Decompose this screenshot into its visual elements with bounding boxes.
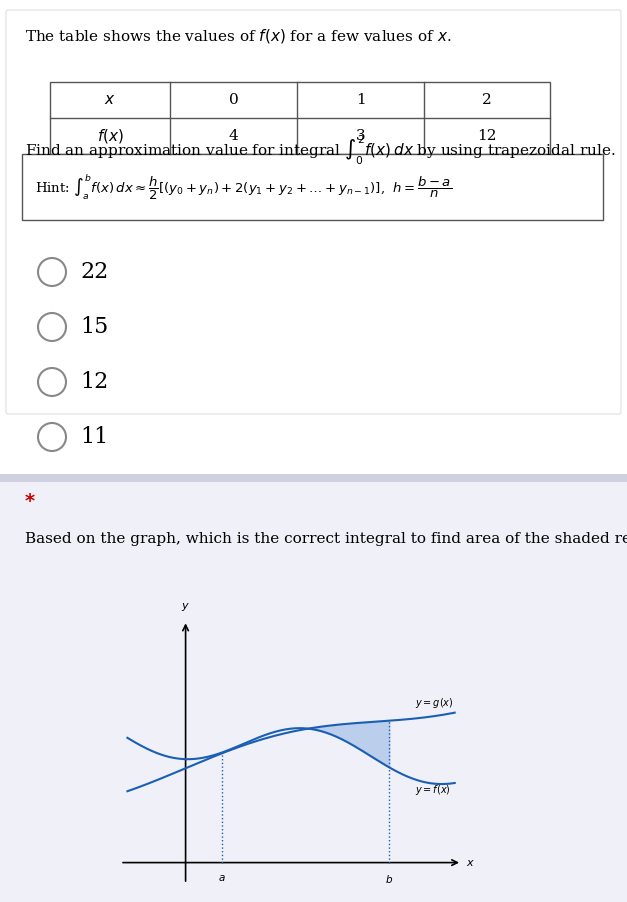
FancyBboxPatch shape [22, 154, 603, 220]
Text: 4: 4 [229, 129, 238, 143]
Text: 2: 2 [482, 93, 492, 107]
Text: 12: 12 [80, 371, 108, 393]
Text: Hint: $\int_a^{b} f(x)\, dx \approx \dfrac{h}{2}[(y_0+y_n)+2(y_1+y_2+\ldots+y_{n: Hint: $\int_a^{b} f(x)\, dx \approx \dfr… [35, 172, 452, 202]
Text: $x$: $x$ [466, 858, 475, 868]
Bar [50, 82, 550, 154]
Text: 3: 3 [356, 129, 366, 143]
Text: 1: 1 [356, 93, 366, 107]
Text: 0: 0 [229, 93, 238, 107]
Text: The table shows the values of $f(x)$ for a few values of $x$.: The table shows the values of $f(x)$ for… [25, 27, 451, 45]
Text: 22: 22 [80, 261, 108, 283]
Text: $y = f(x)$: $y = f(x)$ [414, 783, 451, 796]
Text: Based on the graph, which is the correct integral to find area of the shaded reg: Based on the graph, which is the correct… [25, 532, 627, 546]
FancyBboxPatch shape [6, 10, 621, 414]
Text: 15: 15 [80, 316, 108, 338]
Bar [0, 474, 627, 482]
Text: $x$: $x$ [104, 93, 116, 107]
Text: $y$: $y$ [181, 602, 190, 613]
Text: 12: 12 [477, 129, 497, 143]
Text: 11: 11 [80, 426, 108, 448]
Text: $a$: $a$ [218, 873, 226, 883]
Text: $y = g(x)$: $y = g(x)$ [414, 696, 453, 710]
Bar [0, 482, 627, 902]
Text: *: * [25, 492, 35, 511]
Text: $b$: $b$ [385, 873, 393, 885]
Text: $f(x)$: $f(x)$ [97, 127, 124, 145]
Text: Find an approximation value for integral $\int_0^{2} f(x)\, dx$ by using trapezo: Find an approximation value for integral… [25, 134, 616, 168]
